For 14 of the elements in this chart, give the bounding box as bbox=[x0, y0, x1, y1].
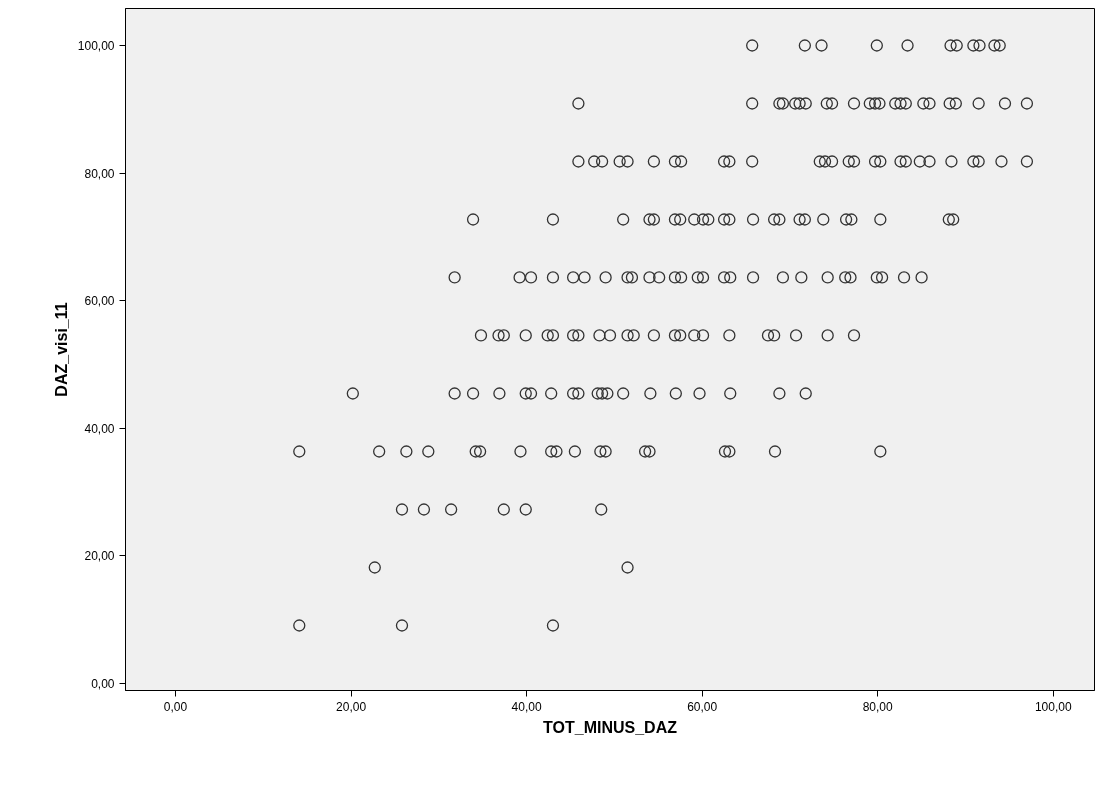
x-axis-title: TOT_MINUS_DAZ bbox=[543, 718, 678, 736]
y-tick-label: 40,00 bbox=[84, 421, 115, 436]
y-tick-label: 60,00 bbox=[84, 294, 115, 309]
x-tick-label: 100,00 bbox=[1034, 699, 1072, 714]
x-tick-label: 40,00 bbox=[511, 699, 542, 714]
x-tick-label: 0,00 bbox=[163, 699, 188, 714]
y-tick-label: 80,00 bbox=[84, 166, 115, 181]
y-tick-label: 0,00 bbox=[91, 676, 115, 691]
x-tick-label: 20,00 bbox=[336, 699, 367, 714]
x-tick-label: 80,00 bbox=[862, 699, 894, 714]
y-tick-label: 20,00 bbox=[84, 549, 115, 564]
y-axis-title: DAZ_visi_11 bbox=[52, 302, 70, 397]
x-tick-label: 60,00 bbox=[687, 699, 718, 714]
y-tick-label: 100,00 bbox=[77, 39, 115, 53]
